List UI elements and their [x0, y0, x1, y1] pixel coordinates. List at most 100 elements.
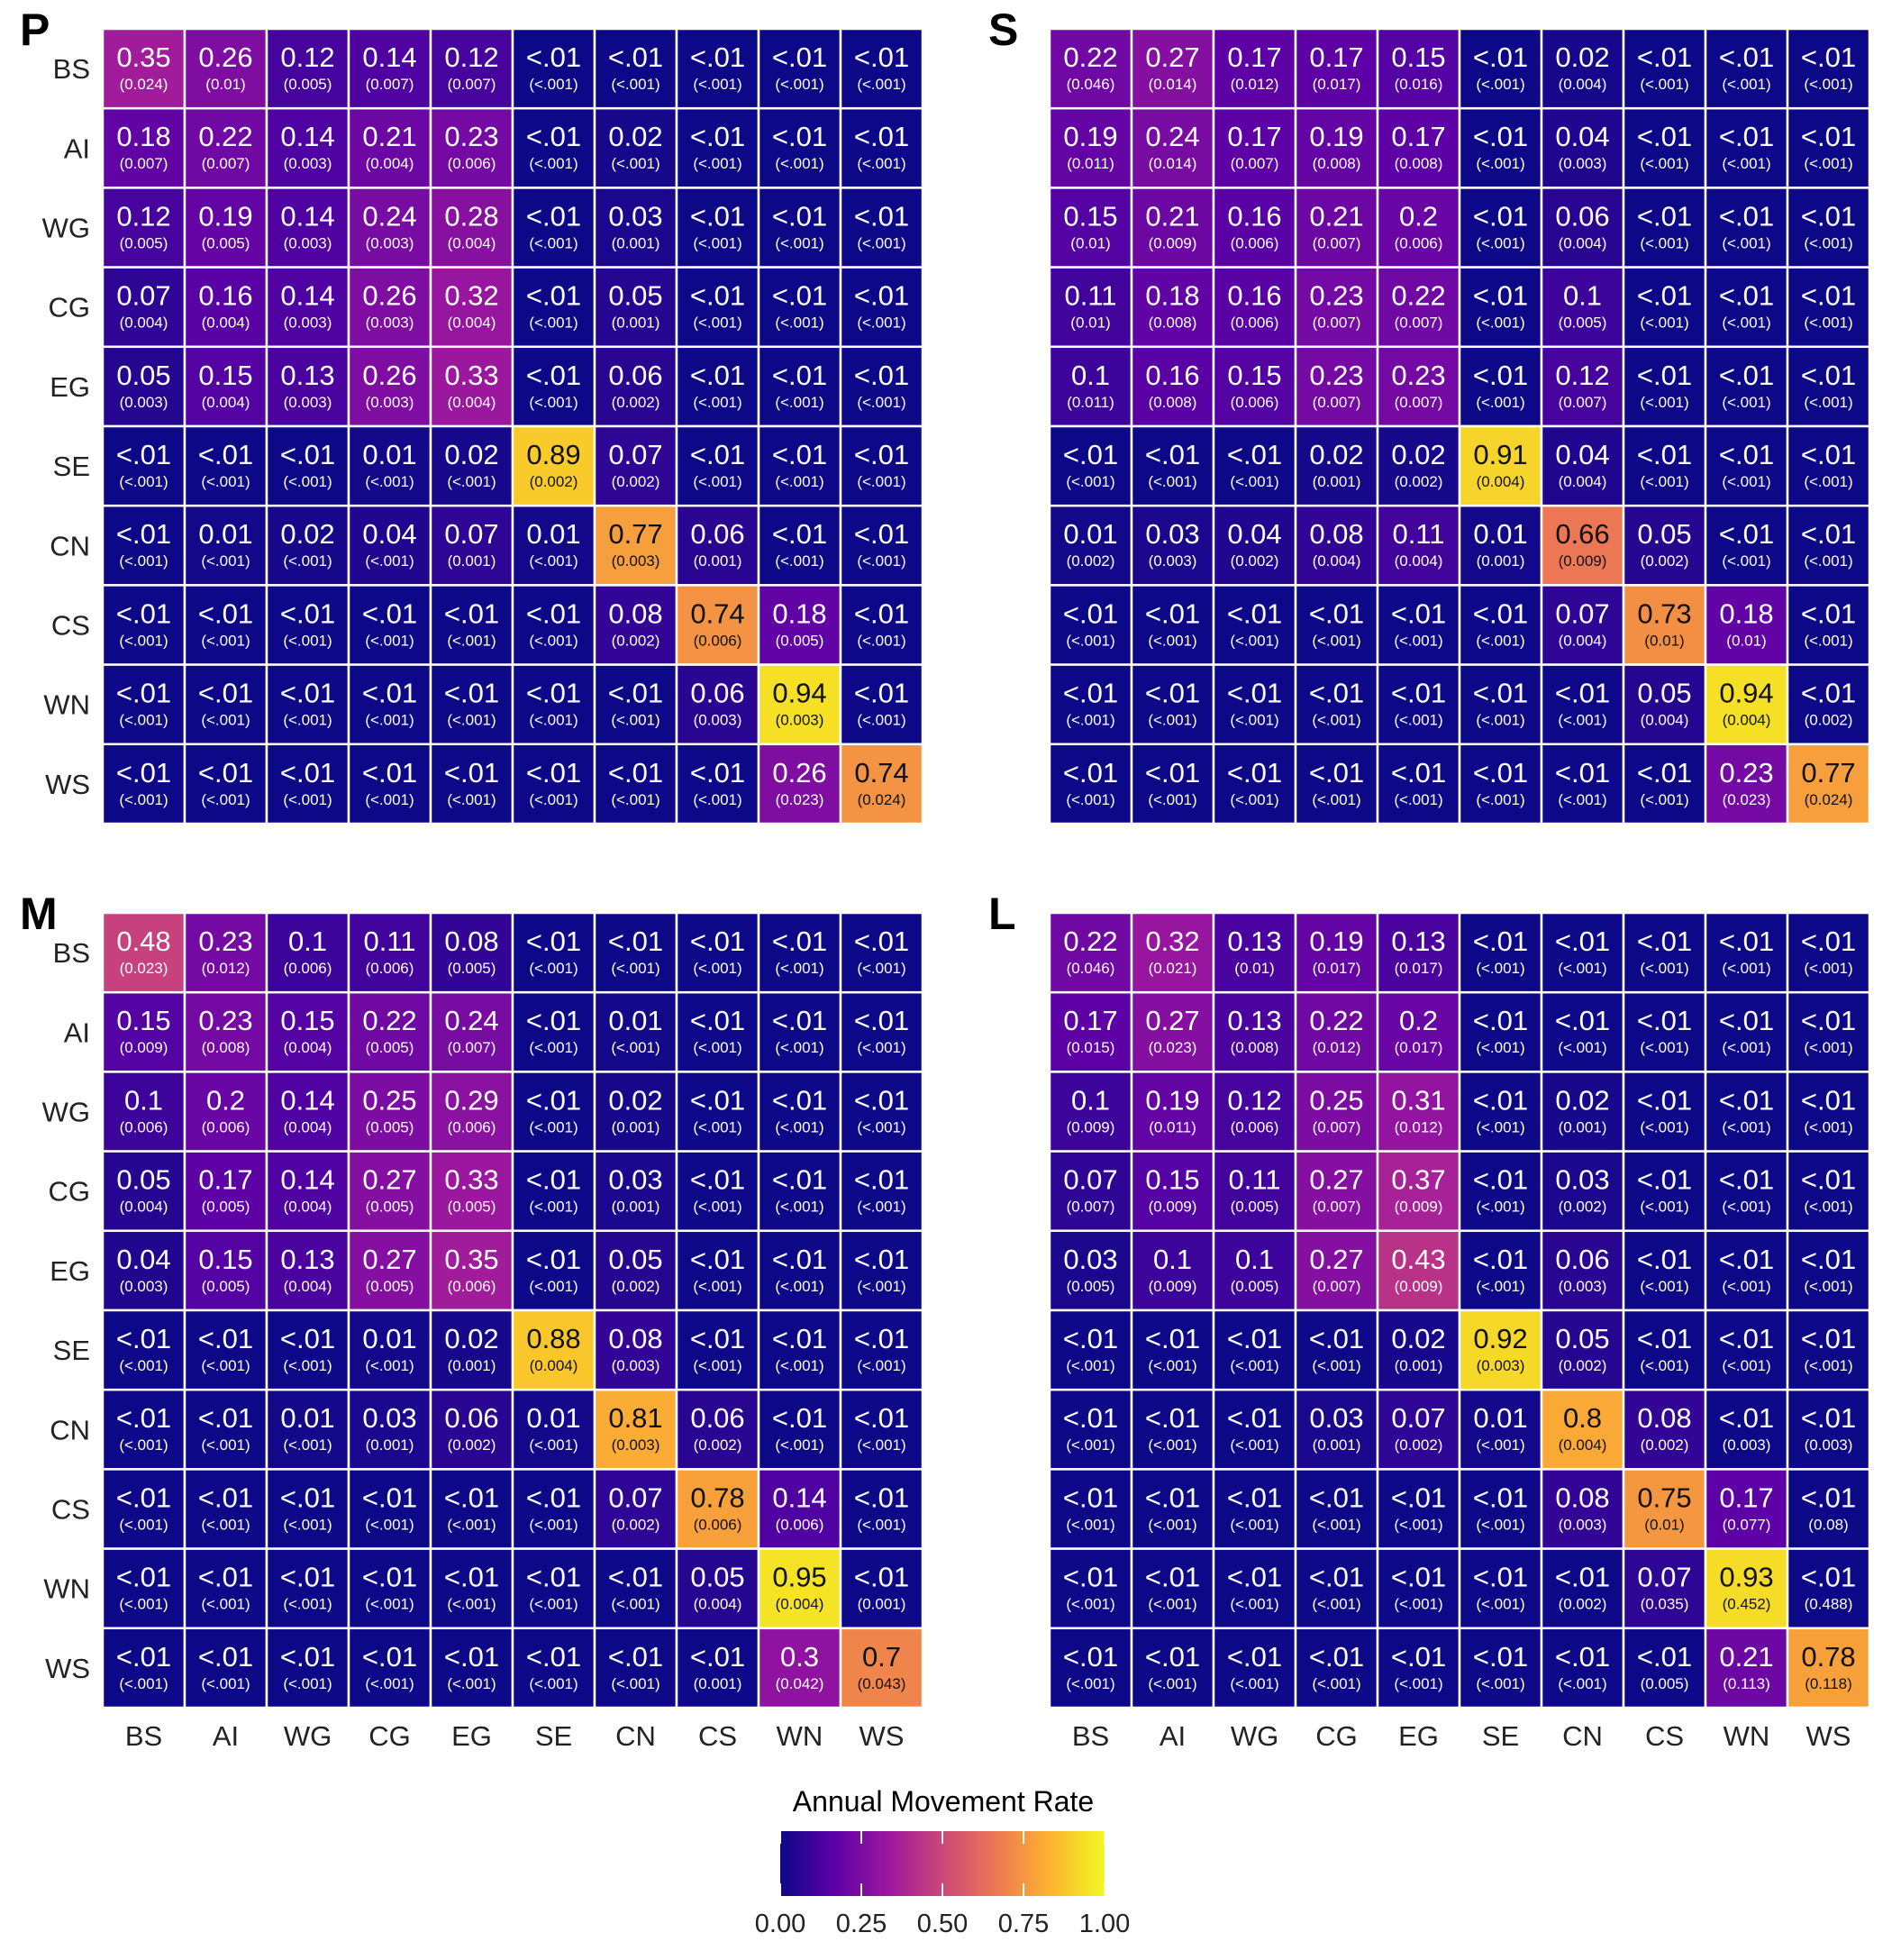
- cell-value-label: 0.01: [1063, 518, 1117, 550]
- cell-se-label: (<.001): [1640, 155, 1688, 172]
- heatmap-cell: [511, 1388, 596, 1471]
- cell-se-label: (0.003): [776, 712, 824, 729]
- cell-se-label: (<.001): [1148, 1436, 1196, 1454]
- cell-value-label: 0.17: [1227, 121, 1281, 152]
- cell-value-label: <.01: [1637, 1244, 1692, 1275]
- cell-value-label: 0.1: [1235, 1244, 1274, 1275]
- cell-value-label: <.01: [280, 1562, 335, 1593]
- cell-se-label: (<.001): [1312, 1596, 1360, 1613]
- cell-value-label: <.01: [198, 1402, 253, 1434]
- column-label: WG: [284, 1720, 332, 1752]
- cell-se-label: (<.001): [1394, 632, 1442, 649]
- cell-value-label: <.01: [1309, 1481, 1364, 1513]
- cell-se-label: (0.012): [202, 960, 250, 977]
- cell-se-label: (<.001): [283, 791, 332, 808]
- heatmap-cell: [1130, 1071, 1215, 1153]
- cell-value-label: 0.07: [608, 439, 662, 470]
- cell-se-label: (0.002): [694, 1436, 742, 1454]
- heatmap-cell: [1048, 1388, 1133, 1471]
- cell-se-label: (<.001): [857, 234, 905, 251]
- heatmap-cell: [839, 1229, 924, 1312]
- cell-se-label: (0.009): [1149, 1278, 1197, 1295]
- cell-value-label: <.01: [526, 678, 581, 709]
- cell-se-label: (<.001): [857, 1199, 905, 1216]
- cell-value-label: <.01: [854, 678, 909, 709]
- cell-value-label: <.01: [526, 1084, 581, 1116]
- cell-se-label: (<.001): [1476, 1039, 1524, 1056]
- column-label: WS: [860, 1720, 905, 1752]
- heatmap-cell: [1376, 1150, 1461, 1233]
- cell-value-label: <.01: [362, 1562, 417, 1593]
- cell-value-label: 0.07: [1391, 1402, 1445, 1434]
- heatmap-cell: [839, 1071, 924, 1153]
- cell-se-label: (0.007): [1395, 394, 1443, 411]
- cell-value-label: <.01: [198, 1481, 253, 1513]
- cell-se-label: (0.005): [366, 1039, 414, 1056]
- cell-se-label: (<.001): [365, 791, 414, 808]
- cell-se-label: (0.004): [1559, 1436, 1607, 1454]
- colorbar-legend: Annual Movement Rate 0.00 0.25 0.50 0.75 1.0…: [755, 1785, 1130, 1938]
- cell-value-label: 0.24: [1145, 121, 1199, 152]
- cell-value-label: <.01: [1227, 678, 1282, 709]
- column-label: CG: [368, 1720, 411, 1752]
- cell-value-label: 0.17: [198, 1164, 252, 1196]
- cell-value-label: 0.06: [444, 1402, 498, 1434]
- cell-se-label: (<.001): [857, 473, 905, 490]
- cell-se-label: (<.001): [119, 473, 168, 490]
- heatmap-cell: [839, 27, 924, 110]
- heatmap-cell: [593, 584, 678, 666]
- cell-value-label: <.01: [854, 1164, 909, 1196]
- heatmap-cell: [101, 187, 186, 269]
- cell-se-label: (<.001): [283, 1596, 332, 1613]
- cell-se-label: (0.004): [776, 1596, 824, 1613]
- heatmap-cell: [593, 187, 678, 269]
- heatmap-cell: [593, 743, 678, 825]
- cell-value-label: 0.43: [1391, 1244, 1445, 1275]
- cell-value-label: <.01: [526, 121, 581, 152]
- cell-value-label: 0.27: [1145, 41, 1199, 73]
- cell-se-label: (<.001): [201, 1516, 250, 1533]
- cell-value-label: <.01: [362, 678, 417, 709]
- cell-se-label: (0.003): [612, 1357, 660, 1374]
- heatmap-cell: [183, 1627, 268, 1709]
- heatmap-cell: [1704, 1071, 1789, 1153]
- cell-se-label: (0.005): [1231, 1199, 1279, 1216]
- cell-value-label: <.01: [1801, 121, 1856, 152]
- cell-value-label: <.01: [280, 757, 335, 789]
- cell-value-label: <.01: [1801, 1005, 1856, 1036]
- heatmap-cell: [1294, 266, 1379, 349]
- cell-value-label: <.01: [116, 518, 171, 550]
- cell-value-label: <.01: [1391, 1562, 1446, 1593]
- cell-value-label: 0.03: [608, 200, 662, 232]
- cell-se-label: (<.001): [693, 1118, 741, 1135]
- cell-value-label: 0.15: [116, 1005, 170, 1036]
- cell-se-label: (<.001): [1394, 712, 1442, 729]
- heatmap-cell: [1130, 27, 1215, 110]
- cell-se-label: (0.007): [120, 155, 168, 172]
- heatmap-cell: [1540, 1547, 1625, 1630]
- heatmap-cell: [1458, 1071, 1543, 1153]
- heatmap-cell: [1048, 424, 1133, 507]
- cell-value-label: <.01: [1801, 1562, 1856, 1593]
- heatmap-cell: [1622, 584, 1707, 666]
- heatmap-cell: [1130, 1627, 1215, 1709]
- cell-value-label: <.01: [1801, 1323, 1856, 1354]
- row-label: WG: [42, 213, 90, 244]
- cell-se-label: (<.001): [775, 234, 823, 251]
- cell-se-label: (0.006): [366, 960, 414, 977]
- cell-se-label: (0.008): [202, 1039, 250, 1056]
- cell-se-label: (0.005): [202, 1199, 250, 1216]
- cell-value-label: <.01: [690, 1244, 745, 1275]
- cell-se-label: (<.001): [1804, 1278, 1852, 1295]
- cell-se-label: (<.001): [693, 234, 741, 251]
- cell-value-label: <.01: [1473, 280, 1528, 312]
- cell-value-label: 0.77: [608, 518, 662, 550]
- heatmap-cell: [839, 584, 924, 666]
- cell-se-label: (<.001): [529, 552, 578, 570]
- heatmap-cell: [593, 1229, 678, 1312]
- heatmap-cell: [101, 1308, 186, 1391]
- cell-se-label: (0.001): [1477, 552, 1525, 570]
- cell-value-label: <.01: [362, 1481, 417, 1513]
- cell-se-label: (0.005): [448, 1199, 496, 1216]
- heatmap-cell: [1212, 27, 1297, 110]
